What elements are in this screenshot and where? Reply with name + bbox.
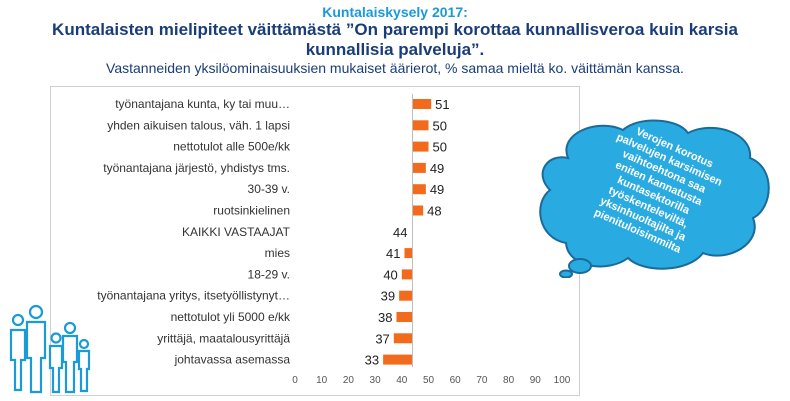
data-label: 50 [433, 118, 447, 133]
x-tick-label: 20 [343, 375, 355, 386]
bar [404, 248, 413, 259]
category-label: 30-39 v. [248, 182, 290, 196]
category-label: 18-29 v. [248, 267, 290, 281]
category-label: työnantajana yritys, itsetyöllistynyt… [97, 289, 290, 303]
bar [412, 205, 424, 216]
chart-subtitle: Vastanneiden yksilöominaisuuksien mukais… [106, 60, 684, 76]
data-label: 37 [375, 331, 389, 346]
bar [412, 120, 429, 131]
data-label: 44 [393, 225, 407, 240]
bar [412, 141, 429, 152]
chart-title-line-1: Kuntalaisten mielipiteet väittämästä ”On… [52, 20, 738, 39]
chart-title-line-2: kunnallisia palveluja”. [305, 40, 485, 59]
category-label: yhden aikuisen talous, väh. 1 lapsi [107, 118, 290, 132]
data-label: 40 [383, 267, 397, 282]
category-label: työnantajana järjestö, yhdistys tms. [103, 161, 290, 175]
x-tick-label: 10 [316, 375, 328, 386]
x-tick-label: 30 [370, 375, 382, 386]
bar [412, 162, 426, 173]
data-label: 48 [427, 204, 441, 219]
data-label: 49 [430, 161, 444, 176]
people-group-icon [9, 304, 91, 394]
bar [396, 312, 413, 322]
bubble-cloud [539, 119, 770, 270]
bubble-tail-large [568, 258, 592, 274]
x-tick-label: 50 [423, 375, 435, 386]
data-label: 50 [433, 140, 447, 155]
bubble-tail-small [559, 269, 573, 278]
data-label: 51 [435, 97, 449, 112]
bar [399, 290, 413, 301]
bar [393, 333, 413, 344]
data-label: 49 [430, 182, 444, 197]
data-label: 41 [386, 246, 400, 261]
data-label: 33 [365, 353, 379, 368]
data-label: 39 [381, 289, 395, 304]
data-label: 38 [378, 310, 392, 325]
x-tick-label: 80 [503, 375, 515, 386]
x-tick-label: 100 [554, 375, 571, 386]
bar [401, 269, 413, 280]
category-label: yrittäjä, maatalousyrittäjä [157, 331, 290, 345]
x-tick-label: 0 [292, 375, 298, 386]
x-tick-label: 60 [450, 375, 462, 386]
bar [412, 99, 432, 109]
chart-title: Kuntalaisten mielipiteet väittämästä ”On… [20, 20, 770, 60]
category-label: ruotsinkielinen [213, 204, 290, 218]
bar [383, 354, 413, 365]
x-tick-label: 70 [476, 375, 488, 386]
category-label: KAIKKI VASTAAJAT [182, 225, 291, 239]
category-label: nettotulot yli 5000 e/kk [171, 310, 291, 324]
x-tick-label: 40 [396, 375, 408, 386]
x-tick-label: 90 [530, 375, 542, 386]
category-label: johtavassa asemassa [174, 353, 291, 367]
category-label: mies [265, 246, 290, 260]
category-label: työnantajana kunta, ky tai muu… [115, 97, 290, 111]
category-label: nettotulot alle 500e/kk [173, 140, 291, 154]
kicker-title: Kuntalaiskysely 2017: [322, 4, 468, 20]
bar [412, 184, 426, 195]
